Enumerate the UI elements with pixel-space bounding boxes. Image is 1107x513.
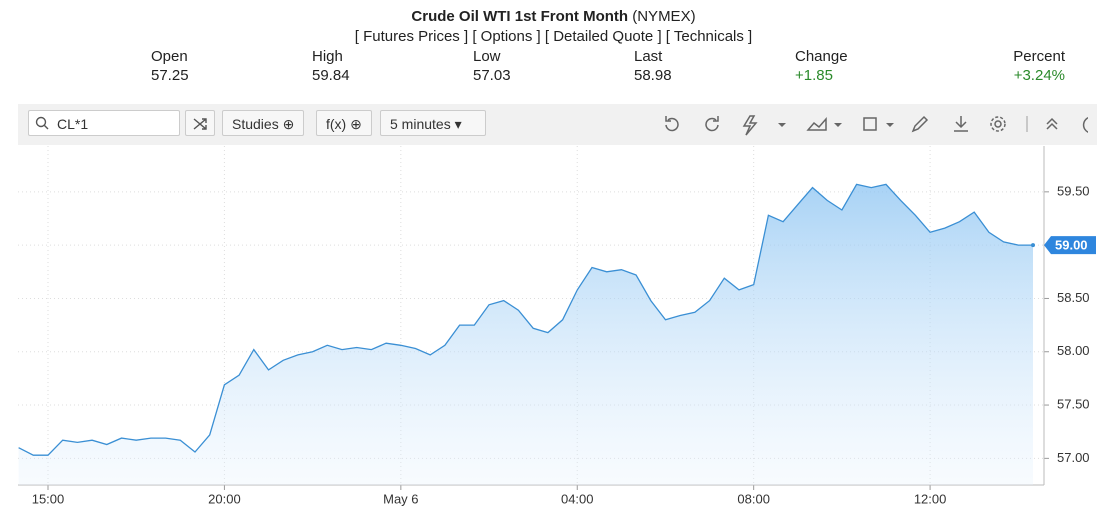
quote-item: Change +1.85 xyxy=(795,47,848,85)
price-marker xyxy=(1044,236,1096,255)
quote-value: 58.98 xyxy=(634,67,672,84)
title-text: Crude Oil WTI 1st Front Month xyxy=(411,8,629,25)
price-line xyxy=(18,183,1033,456)
label: f(x) xyxy=(326,116,347,132)
quote-value: 57.03 xyxy=(473,67,511,84)
quote-label: Change xyxy=(795,48,848,65)
area-fill xyxy=(18,184,1034,485)
shuffle-icon xyxy=(193,118,207,130)
y-tick-label: 58.50 xyxy=(1057,290,1090,305)
y-tick-label: 57.50 xyxy=(1057,396,1090,411)
quote-label: Percent xyxy=(1013,48,1065,65)
quote-value: 57.25 xyxy=(151,67,189,84)
tool-icons xyxy=(665,115,1088,136)
x-tick-label: 15:00 xyxy=(32,491,65,506)
quote-item: High 59.84 xyxy=(312,47,350,85)
link[interactable]: [ Futures Prices ] xyxy=(354,28,469,45)
quote-item: Low 57.03 xyxy=(473,47,511,85)
label: Studies xyxy=(232,116,279,132)
link[interactable]: [ Detailed Quote ] xyxy=(544,28,662,45)
title: Crude Oil WTI 1st Front Month (NYMEX) xyxy=(0,8,1107,25)
quote-item: Open 57.25 xyxy=(151,47,189,85)
fx-button[interactable]: f(x) ⊕ xyxy=(316,110,372,136)
search-icon xyxy=(35,116,49,130)
quote-value: +3.24% xyxy=(1013,67,1065,84)
x-tick-label: 12:00 xyxy=(914,491,947,506)
exchange: (NYMEX) xyxy=(632,8,696,25)
x-tick-label: 04:00 xyxy=(561,491,594,506)
label: 5 minutes xyxy=(390,116,451,132)
last-point xyxy=(1031,243,1035,248)
price-marker-label: 59.00 xyxy=(1055,238,1088,253)
chart: 57.00 57.50 58.00 58.50 59.00 59.50 15:00 20:00… xyxy=(18,146,1096,506)
y-tick-label: 59.50 xyxy=(1057,183,1090,198)
quote-label: Last xyxy=(634,48,663,65)
link[interactable]: [ Options ] xyxy=(472,28,541,45)
symbol-input[interactable]: CL*1 xyxy=(28,110,180,136)
toolbar: CL*1 Studies ⊕ f(x) ⊕ 5 minutes ▾ xyxy=(18,104,1097,145)
y-tick-label: 57.00 xyxy=(1057,450,1090,465)
y-tick-label: 58.00 xyxy=(1057,343,1090,358)
quote-value: 59.84 xyxy=(312,67,350,84)
quote-item: Percent +3.24% xyxy=(865,47,1065,85)
quote-label: Open xyxy=(151,48,188,65)
x-tick-label: 20:00 xyxy=(208,491,241,506)
quote-value: +1.85 xyxy=(795,67,833,84)
interval-select[interactable]: 5 minutes ▾ xyxy=(380,110,486,136)
studies-button[interactable]: Studies ⊕ xyxy=(222,110,305,136)
quote-label: Low xyxy=(473,48,501,65)
quote-label: High xyxy=(312,48,343,65)
x-tick-label: May 6 xyxy=(383,491,418,506)
quote-item: Last 58.98 xyxy=(634,47,672,85)
links: [ Futures Prices ] [ Options ] [ Detaile… xyxy=(0,28,1107,45)
compare-button[interactable] xyxy=(185,110,215,136)
link[interactable]: [ Technicals ] xyxy=(665,28,753,45)
x-tick-label: 08:00 xyxy=(737,491,770,506)
